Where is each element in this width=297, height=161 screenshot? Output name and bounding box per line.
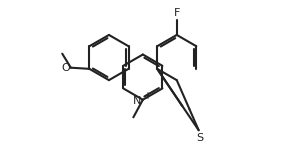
Text: +: + [143,91,151,101]
Text: F: F [173,8,180,18]
Text: N: N [133,96,142,106]
Text: O: O [61,63,70,73]
Text: S: S [196,133,203,143]
